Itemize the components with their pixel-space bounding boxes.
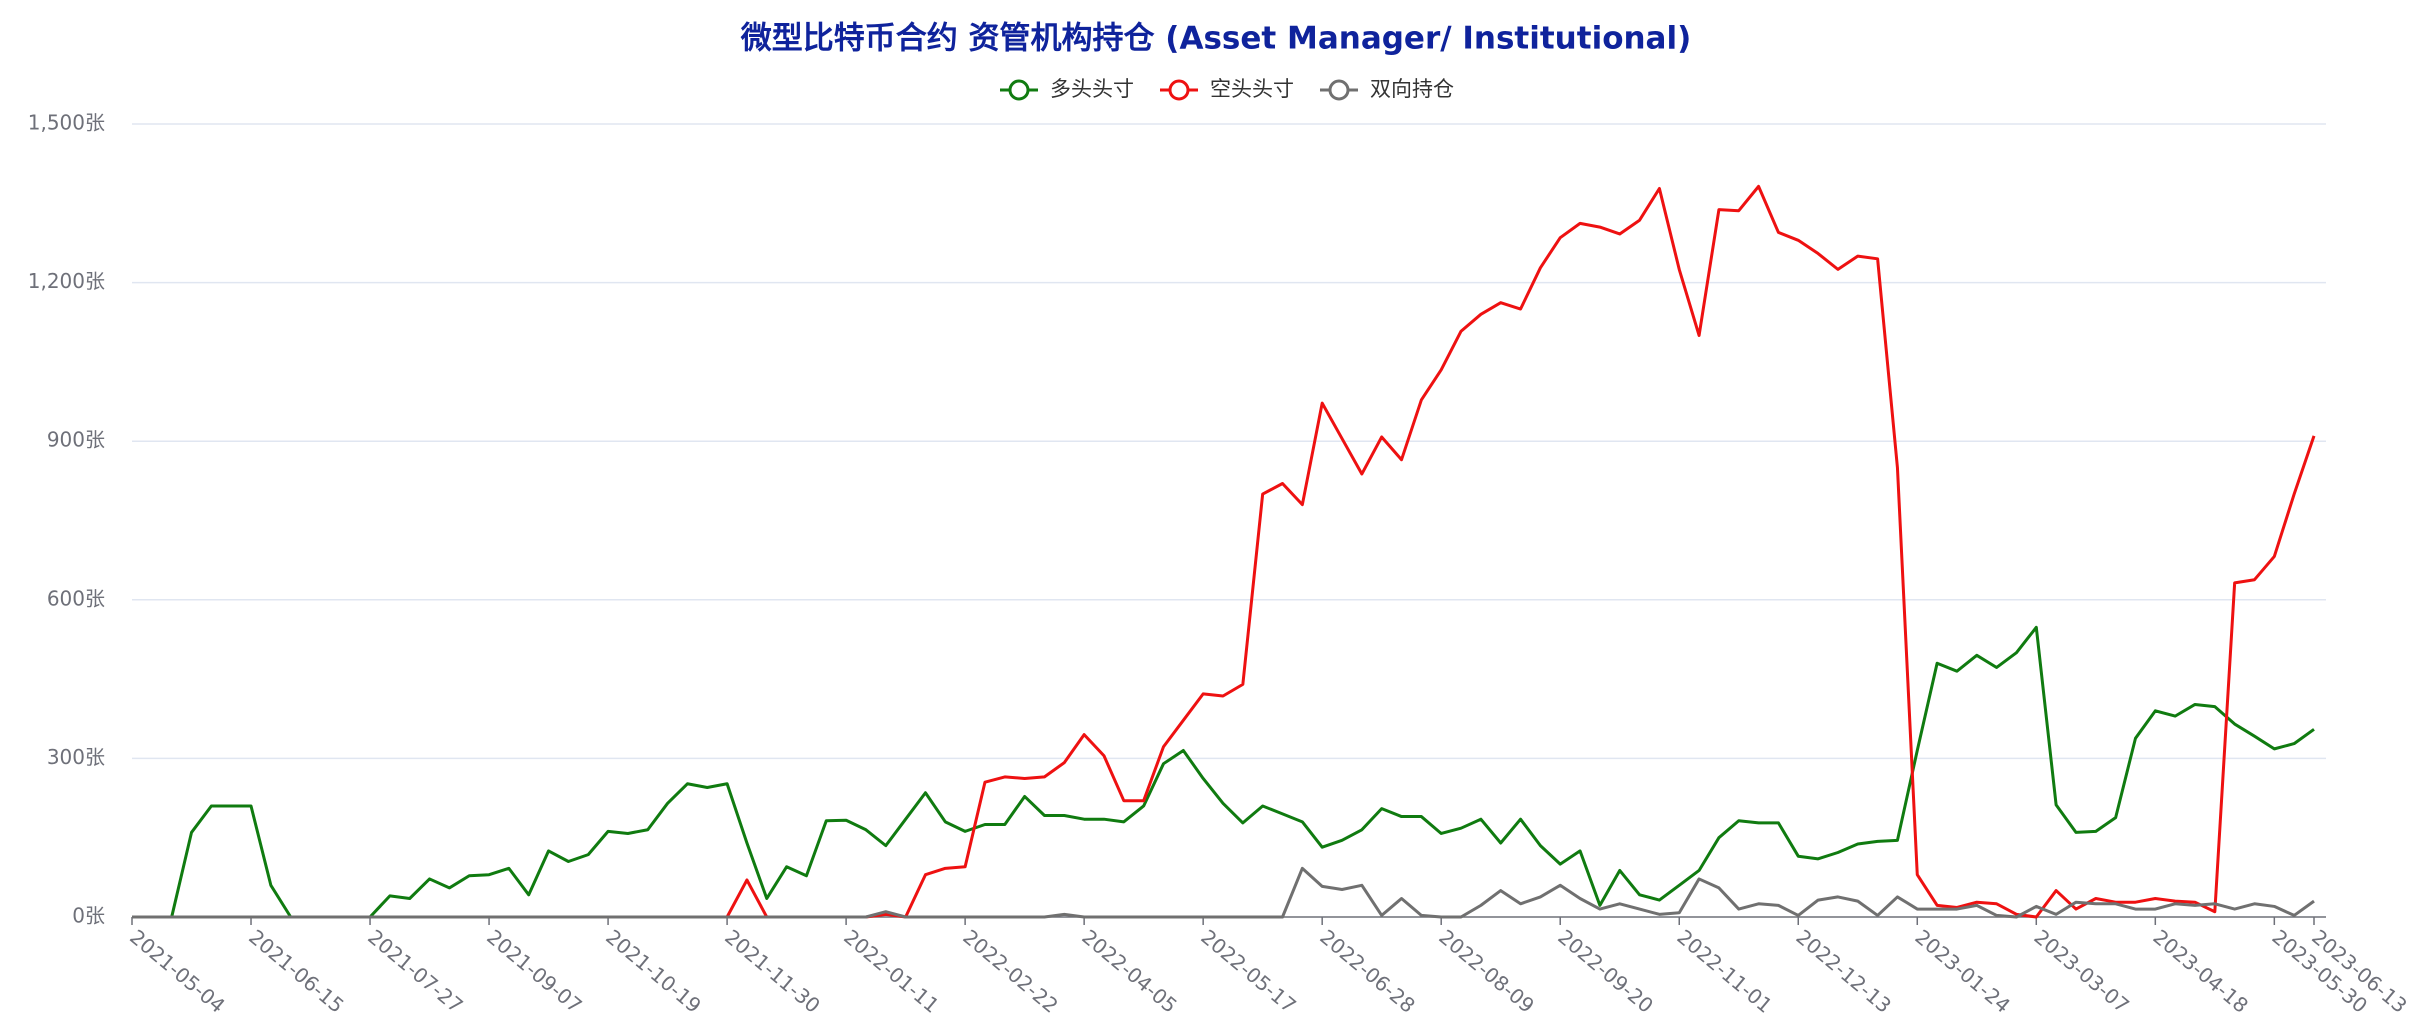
x-tick-label: 2022-09-20 (1553, 925, 1657, 1018)
y-tick-label: 0张 (72, 904, 105, 928)
x-tick-label: 2021-11-30 (720, 925, 824, 1018)
y-tick-label: 600张 (47, 586, 105, 610)
legend-marker (1168, 79, 1190, 101)
legend-marker (1008, 79, 1030, 101)
series-line (132, 625, 2315, 919)
x-tick-label: 2022-12-13 (1792, 925, 1896, 1018)
x-tick-label: 2022-04-05 (1077, 925, 1181, 1018)
x-tick-label: 2022-01-11 (839, 925, 943, 1018)
x-tick-label: 2023-01-24 (1911, 925, 2015, 1018)
x-tick-label: 2021-10-19 (601, 925, 705, 1018)
legend-marker (1328, 79, 1350, 101)
chart-title: 微型比特币合约 资管机构持仓 (Asset Manager/ Instituti… (740, 21, 1692, 57)
legend-label: 空头头寸 (1210, 77, 1294, 101)
y-tick-label: 300张 (47, 745, 105, 769)
x-tick-label: 2023-04-18 (2149, 925, 2253, 1018)
x-tick-label: 2021-09-07 (482, 925, 586, 1018)
legend-label: 多头头寸 (1050, 77, 1134, 101)
legend-label: 双向持仓 (1370, 77, 1454, 101)
y-tick-label: 1,200张 (28, 269, 105, 293)
y-tick-label: 900张 (47, 428, 105, 452)
x-tick-label: 2022-06-28 (1315, 925, 1419, 1018)
x-tick-label: 2022-02-22 (958, 925, 1062, 1018)
x-tick-label: 2022-05-17 (1196, 925, 1300, 1018)
series-line (132, 184, 2316, 919)
x-tick-label: 2022-08-09 (1434, 925, 1538, 1018)
x-tick-label: 2022-11-01 (1672, 925, 1776, 1018)
x-tick-label: 2021-07-27 (363, 925, 467, 1018)
x-tick-label: 2021-05-04 (125, 925, 229, 1018)
x-tick-label: 2021-06-15 (244, 925, 348, 1018)
y-tick-label: 1,500张 (28, 111, 105, 135)
x-tick-label: 2023-03-07 (2030, 925, 2134, 1018)
series-line (132, 866, 2315, 919)
